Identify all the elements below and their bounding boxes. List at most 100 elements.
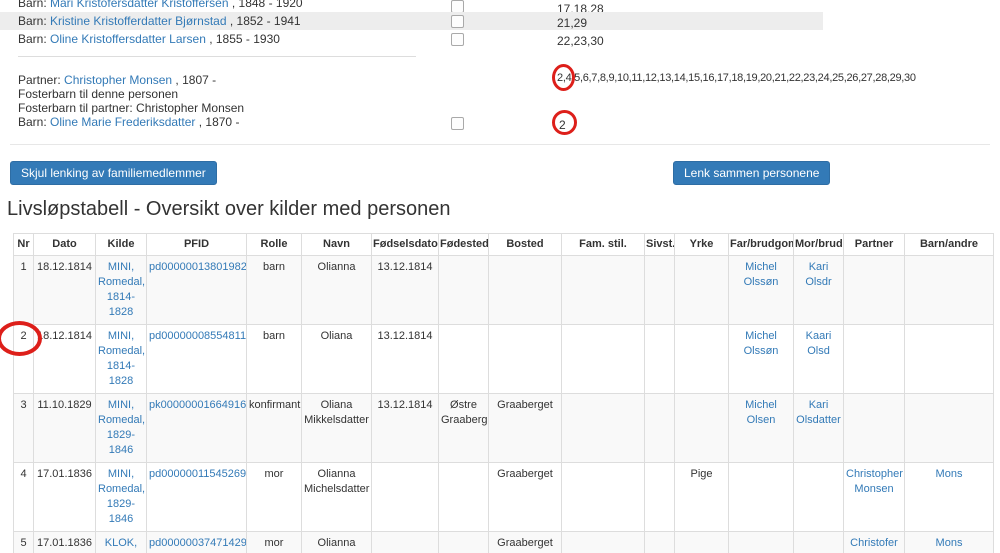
column-header-fødselsdato: Fødselsdato [371,233,439,256]
kilde-link[interactable]: MINI, Romedal, 1814-1828 [98,261,146,318]
foster-note-1: Fosterbarn til denne personen [18,87,179,101]
cell-fodselsdato: 13.12.1814 [371,393,439,463]
relation-label: Barn: [18,14,51,28]
cell-sivst [644,531,675,553]
far_brudgom-link[interactable]: Michel Olssøn [743,261,779,288]
mor_brud-link[interactable]: Kaari Olsd [805,330,832,357]
cell-pfid: pd00000011545269 [146,462,247,532]
foster-note-2: Fosterbarn til partner: Christopher Mons… [18,101,245,115]
cell-fam-stil [561,324,645,394]
relation-label: Barn: [18,115,51,129]
cell-partner [843,393,905,463]
cell-partner: Christofer Monsen [843,531,905,553]
partner-row: Partner: Christopher Monsen , 1807 - [18,73,216,87]
cell-barn-andre: Mons [904,531,994,553]
cell-barn-andre [904,324,994,394]
kilde-link[interactable]: KLOK, Romedal, [98,537,145,553]
lifespan-label: , 1848 - 1920 [228,0,303,10]
mor_brud-link[interactable]: Kari Olsdr [805,261,832,288]
kilde-link[interactable]: MINI, Romedal, 1829-1846 [98,399,146,456]
pfid-link[interactable]: pd00000011545269 [149,468,247,480]
cell-navn: Oliana [301,324,372,394]
cell-bosted: Graaberget [488,462,562,532]
column-header-rolle: Rolle [246,233,302,256]
cell-far-brudgom: Michel Olsen [728,393,794,463]
cell-barn-andre: Mons [904,462,994,532]
select-person-checkbox[interactable] [451,117,464,130]
relation-label: Partner: [18,73,65,87]
family-row-text: Barn: Oline Marie Frederiksdatter , 1870… [18,115,239,129]
column-header-dato: Dato [33,233,96,256]
column-header-nr: Nr [13,233,34,256]
family-row-text: Barn: Mari Kristofersdatter Kristofferse… [18,0,303,10]
cell-yrke [674,393,729,463]
relation-label: Barn: [18,32,51,46]
column-header-bosted: Bosted [488,233,562,256]
cell-pfid: pd00000008554811 [146,324,247,394]
cell-dato: 18.12.1814 [33,324,96,394]
family-row-child-4: Barn: Oline Marie Frederiksdatter , 1870… [0,113,823,132]
cell-far-brudgom [728,531,794,553]
cell-kilde: MINI, Romedal, 1814-1828 [95,324,147,394]
cell-pfid: pd00000013801982 [146,255,247,325]
person-link[interactable]: Oline Kristoffersdatter Larsen [50,32,206,46]
far_brudgom-link[interactable]: Michel Olssøn [743,330,779,357]
cell-mor-brud: Kari Olsdr [793,255,844,325]
cell-fodselsdato: 13.12.1814 [371,324,439,394]
cell-rolle: barn [246,324,302,394]
source-numbers: 2,4,5,6,7,8,9,10,11,12,13,14,15,16,17,18… [557,72,916,84]
cell-barn-andre [904,393,994,463]
person-link[interactable]: Kristine Kristofferdatter Bjørnstad [50,14,227,28]
person-link[interactable]: Oline Marie Frederiksdatter [50,115,196,129]
column-header-partner: Partner [843,233,905,256]
cell-rolle: mor [246,462,302,532]
cell-dato: 17.01.1836 [33,462,96,532]
mor_brud-link[interactable]: Kari Olsdatter [796,399,841,426]
select-person-checkbox[interactable] [451,33,464,46]
lifespan-label: , 1807 - [172,73,217,87]
lifespan-label: , 1870 - [195,115,240,129]
person-link[interactable]: Christopher Monsen [64,73,173,87]
cell-nr: 4 [13,462,34,532]
cell-mor-brud: Kaari Olsd [793,324,844,394]
pfid-link[interactable]: pd00000037471429 [149,537,247,549]
cell-fodested [438,462,489,532]
lifespan-label: , 1852 - 1941 [226,14,301,28]
cell-fam-stil [561,393,645,463]
cell-fodested: Østre Graaberget [438,393,489,463]
cell-fam-stil [561,255,645,325]
hide-family-linking-button[interactable]: Skjul lenking av familiemedlemmer [10,161,217,185]
table-body: 1 18.12.1814 MINI, Romedal, 1814-1828 pd… [13,255,994,553]
cell-dato: 18.12.1814 [33,255,96,325]
partner-link[interactable]: Christopher Monsen [846,468,903,495]
cell-nr: 5 [13,531,34,553]
pfid-link[interactable]: pd00000013801982 [149,261,247,273]
far_brudgom-link[interactable]: Michel Olsen [745,399,777,426]
cell-yrke [674,255,729,325]
kilde-link[interactable]: MINI, Romedal, 1814-1828 [98,330,146,387]
kilde-link[interactable]: MINI, Romedal, 1829-1846 [98,468,146,525]
cell-fodselsdato [371,462,439,532]
cell-sivst [644,255,675,325]
column-header-far-brudgom: Far/brudgom [728,233,794,256]
partner-link[interactable]: Christofer Monsen [850,537,898,553]
cell-fodested [438,255,489,325]
pfid-link[interactable]: pd00000008554811 [149,330,247,342]
page-title: Livsløpstabell - Oversikt over kilder me… [7,198,451,220]
link-persons-button[interactable]: Lenk sammen personene [673,161,831,185]
family-row-text: Barn: Oline Kristoffersdatter Larsen , 1… [18,32,280,46]
select-person-checkbox[interactable] [451,15,464,28]
life-course-table: Nr Dato Kilde PFID Rolle Navn Fødselsdato Fødes… [13,233,994,553]
person-link[interactable]: Mari Kristofersdatter Kristoffersen [50,0,229,10]
barn_andre-link[interactable]: Mons [935,468,963,480]
barn_andre-link[interactable]: Mons [935,537,963,549]
table-row: 3 11.10.1829 MINI, Romedal, 1829-1846 pk… [13,393,994,463]
cell-rolle: konfirmant [246,393,302,463]
annotation-circle-partner-numbers [552,64,575,91]
source-numbers: 22,23,30 [557,34,604,48]
cell-fodselsdato [371,531,439,553]
cell-kilde: KLOK, Romedal, [95,531,147,553]
cell-partner [843,324,905,394]
pfid-link[interactable]: pk00000001664916 [149,399,247,411]
